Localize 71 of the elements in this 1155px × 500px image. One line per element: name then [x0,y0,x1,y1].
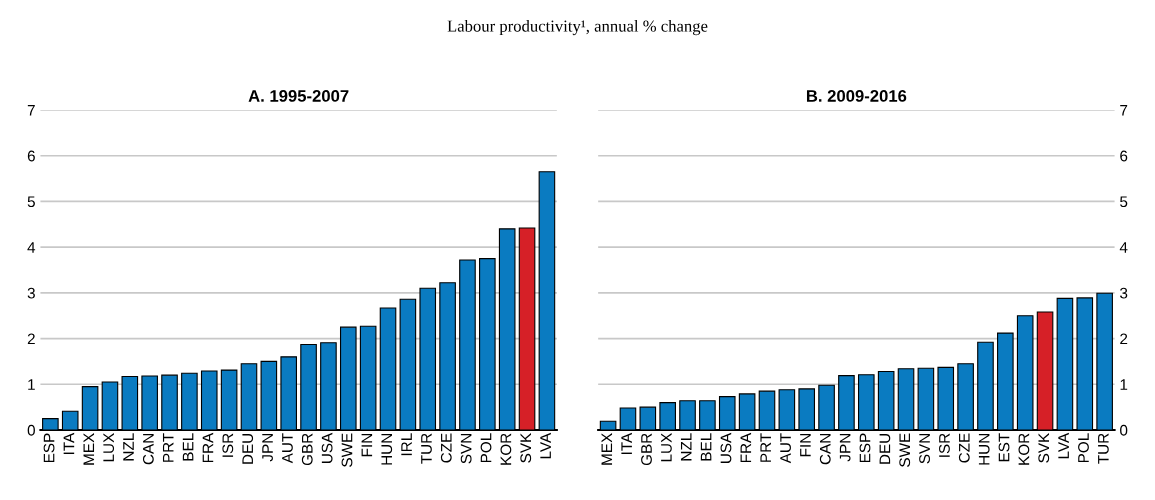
y-tick-label: 6 [1120,150,1128,162]
x-tick-label: BEL [182,433,194,461]
x-tick-label: PRT [760,433,771,462]
y-tick-label: 0 [1120,424,1128,436]
x-tick-label: SWE [899,433,911,467]
x-tick-label: ISR [939,433,950,457]
x-tick-label: LVA [540,432,551,459]
y-tick-label: 2 [1120,333,1128,345]
x-tick-label: KOR [500,433,512,465]
y-tick-label: 7 [27,105,35,116]
x-tick-label: CZE [440,433,452,463]
x-tick-label: CAN [819,434,831,465]
y-tick-label: 0 [27,424,35,436]
x-tick-label: GBR [641,433,652,466]
x-tick-label: ISR [222,433,234,457]
x-tick-label: SVN [919,434,930,464]
x-tick-label: FIN [800,434,811,457]
y-tick-label: 1 [28,379,35,390]
x-tick-label: MEX [601,433,613,465]
x-tick-label: KOR [1018,433,1030,465]
x-tick-label: DEU [242,433,254,464]
x-tick-label: POL [480,433,492,463]
x-tick-label: AUT [780,433,791,464]
x-tick-label: LVA [1058,432,1069,459]
x-tick-label: AUT [282,433,293,464]
y-tick-label: 3 [27,287,35,299]
x-tick-label: SVN [460,434,472,464]
x-tick-label: CZE [958,433,970,463]
x-tick-label: HUN [381,434,393,465]
y-tick-label: 1 [1120,379,1128,390]
x-tick-label: BEL [700,433,712,461]
x-tick-label: POL [1078,433,1089,463]
y-tick-label: 7 [1120,105,1128,116]
x-tick-label: EST [998,433,1010,462]
x-tick-label: MEX [83,433,95,465]
x-tick-label: PRT [162,433,174,462]
y-tick-label: 6 [27,150,35,162]
y-tick-label: 3 [1120,287,1128,299]
x-tick-label: SVK [1038,432,1050,463]
x-tick-label: NZL [680,433,692,461]
text: Labour productivity¹, annual % change [447,20,708,36]
x-tick-label: USA [720,432,732,464]
y-tick-label: 5 [1120,196,1128,208]
x-tick-label: ITA [63,432,75,455]
x-tick-label: USA [321,432,333,464]
x-tick-label: TUR [421,433,432,464]
x-tick-label: NZL [123,433,134,461]
chart-title: B. 2009-2016 [806,90,907,102]
x-tick-label: ESP [43,433,55,463]
y-tick-label: 4 [1119,242,1128,253]
y-tick-label: 5 [27,196,35,208]
x-tick-label: JPN [839,434,851,462]
x-tick-label: LUX [103,433,115,462]
x-tick-label: GBR [301,433,313,466]
x-tick-label: FRA [740,432,752,463]
x-tick-label: LUX [661,433,672,462]
x-tick-label: DEU [879,433,891,464]
x-tick-label: ESP [859,433,871,463]
x-tick-label: CAN [142,434,154,465]
x-tick-label: FRA [202,432,214,463]
x-tick-label: IRL [401,433,412,456]
y-tick-label: 4 [27,242,36,253]
chart-title: A. 1995-2007 [248,90,349,102]
x-tick-label: HUN [978,434,990,465]
y-tick-label: 2 [27,333,35,345]
x-tick-label: SWE [341,433,353,467]
x-tick-label: SVK [520,432,532,463]
x-tick-label: TUR [1098,433,1109,464]
x-tick-label: ITA [621,432,632,455]
x-tick-label: FIN [361,434,373,457]
x-tick-label: JPN [262,434,273,462]
